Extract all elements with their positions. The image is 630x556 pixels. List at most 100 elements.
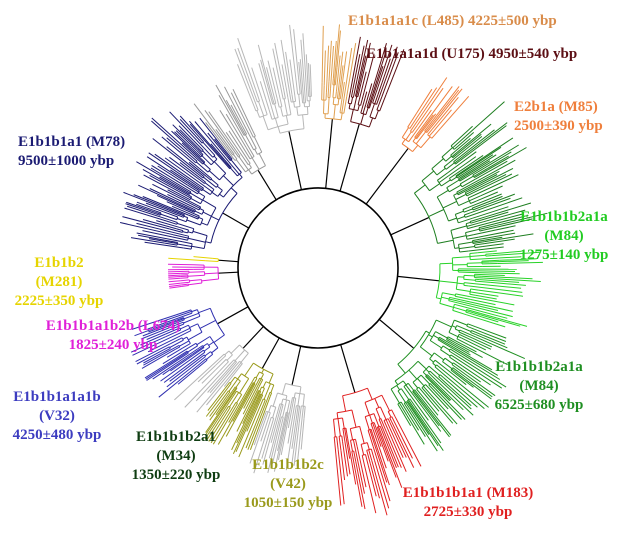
tree-branch [230, 187, 238, 194]
tree-branch [335, 55, 341, 92]
tree-branch [434, 359, 447, 369]
tree-branch [130, 336, 166, 353]
tree-branch [167, 241, 178, 244]
tree-arc [364, 394, 383, 403]
tree-branch [455, 366, 496, 397]
tree-branch [487, 155, 509, 169]
tree-branch [413, 409, 439, 447]
tree-branch [332, 78, 334, 85]
tree-branch [376, 87, 383, 105]
tree-branch [415, 395, 440, 427]
tree-branch [272, 406, 277, 418]
tree-branch [143, 350, 170, 366]
tree-branch [351, 451, 354, 457]
tree-branch [285, 412, 289, 423]
tree-branch [355, 461, 366, 510]
tree-branch [448, 156, 477, 177]
tree-branch [252, 383, 256, 389]
tree-branch [281, 64, 289, 98]
tree-arc [237, 187, 399, 349]
tree-branch [243, 386, 256, 409]
tree-branch [289, 24, 297, 79]
tree-branch [466, 309, 481, 314]
tree-branch [474, 169, 489, 179]
tree-branch [237, 373, 242, 380]
tree-branch [231, 361, 237, 368]
tree-branch [469, 254, 486, 257]
tree-branch [360, 113, 365, 125]
tree-branch [450, 354, 463, 363]
tree-branch [188, 282, 202, 286]
tree-branch [257, 169, 277, 201]
tree-branch [211, 353, 225, 366]
tree-branch [411, 125, 418, 133]
tree-branch [448, 300, 458, 304]
tree-branch [234, 349, 246, 362]
tree-branch [472, 241, 485, 244]
tree-branch [235, 150, 241, 157]
tree-branch [280, 86, 284, 100]
tree-branch [367, 388, 373, 400]
tree-branch [221, 407, 231, 421]
tree-branch [167, 189, 191, 203]
tree-branch [469, 282, 522, 289]
tree-branch [455, 193, 467, 200]
tree-branch [188, 331, 203, 341]
tree-branch [457, 132, 475, 147]
tree-branch [142, 219, 177, 230]
tree-branch [142, 323, 173, 337]
tree-branch [199, 179, 205, 184]
tree-branch [439, 302, 454, 308]
tree-branch [156, 194, 185, 208]
tree-branch [435, 388, 466, 420]
tree-branch [291, 345, 302, 386]
tree-branch [429, 358, 434, 363]
tree-branch [473, 144, 519, 174]
label-e1b1b1b2a1a-m84-a: E1b1b1b2a1a (M84) 1275±140 ybp [505, 208, 623, 265]
tree-branch [398, 402, 408, 416]
tree-branch [178, 125, 194, 141]
tree-branch [470, 200, 478, 204]
label-line: 6525±680 ybp [494, 397, 584, 413]
tree-branch [465, 228, 480, 234]
tree-branch [260, 373, 264, 380]
tree-branch [461, 361, 503, 389]
tree-branch [218, 259, 239, 263]
tree-branch [194, 173, 206, 183]
tree-branch [475, 326, 507, 339]
label-line: E1b1b1a1a1b [13, 389, 101, 405]
tree-branch [235, 159, 246, 173]
tree-branch [446, 179, 460, 189]
tree-branch [258, 394, 262, 402]
tree-branch [481, 275, 533, 280]
tree-branch [499, 258, 537, 261]
tree-branch [383, 430, 399, 468]
tree-branch [432, 86, 460, 121]
tree-branch [160, 213, 177, 221]
tree-branch [285, 419, 295, 471]
tree-branch [376, 426, 380, 434]
tree-branch [425, 368, 430, 373]
tree-branch [161, 136, 200, 169]
tree-branch [481, 259, 500, 262]
tree-branch [180, 279, 190, 282]
tree-branch [450, 343, 471, 356]
tree-branch [171, 130, 194, 152]
tree-branch [191, 166, 205, 178]
tree-branch [182, 336, 188, 340]
tree-branch [378, 426, 383, 436]
tree-branch [171, 236, 188, 241]
tree-branch [199, 319, 216, 329]
tree-branch [178, 185, 191, 194]
tree-branch [181, 142, 199, 158]
tree-branch [278, 416, 282, 429]
tree-branch [454, 303, 469, 309]
tree-branch [272, 48, 282, 87]
tree-branch [182, 351, 189, 357]
tree-branch [327, 81, 330, 98]
tree-branch [212, 406, 236, 445]
tree-branch [164, 157, 208, 189]
tree-branch [187, 182, 200, 192]
tree-branch [271, 97, 275, 105]
tree-branch [397, 363, 406, 374]
